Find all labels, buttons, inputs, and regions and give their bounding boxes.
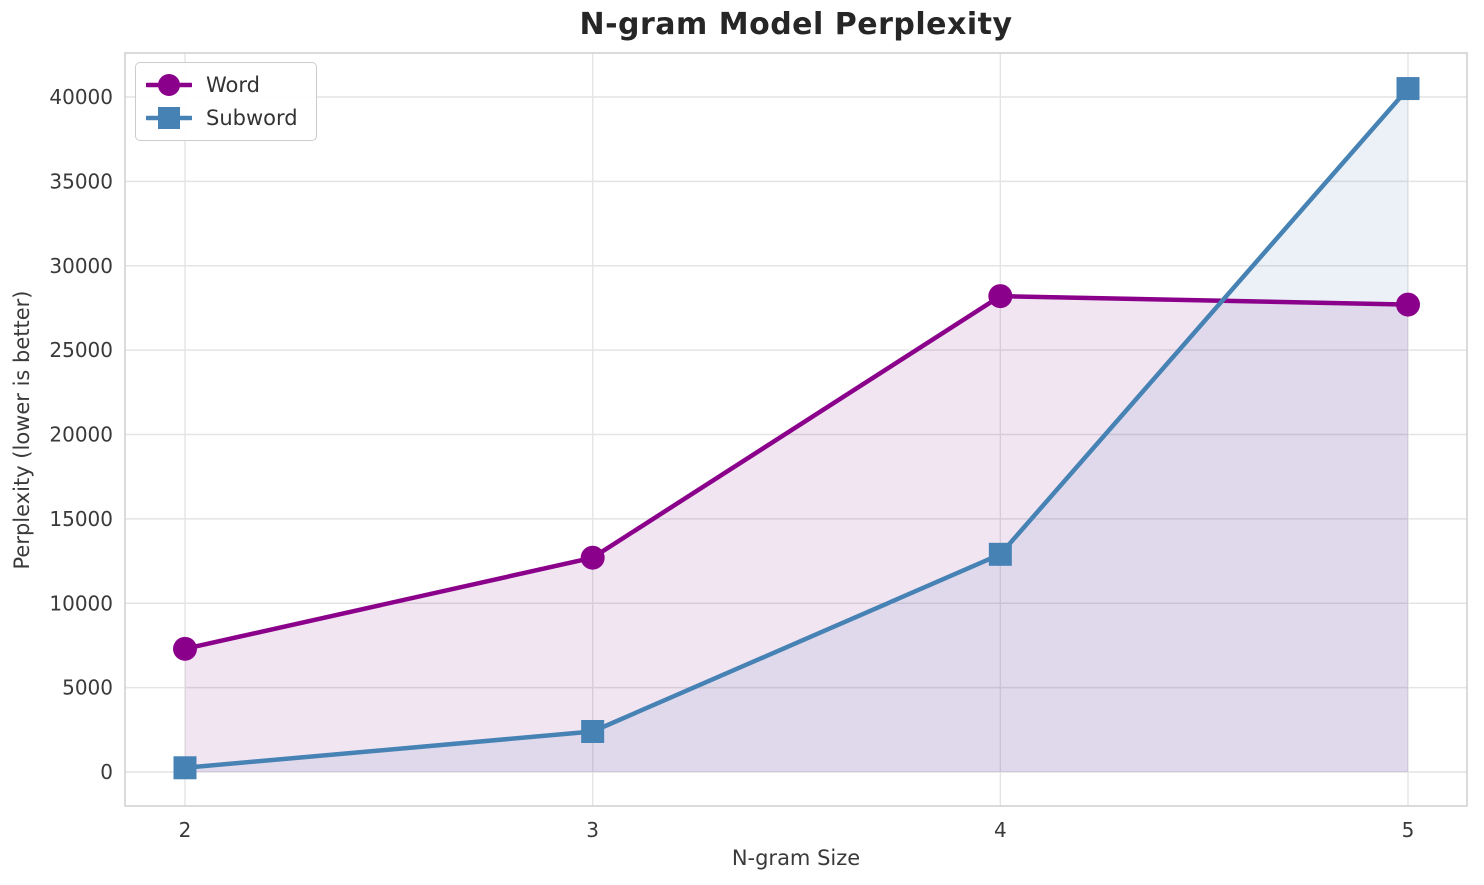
- marker-word: [580, 545, 605, 570]
- legend-label-word: Word: [206, 73, 260, 97]
- x-tick-label: 2: [179, 818, 192, 842]
- y-tick-label: 15000: [49, 507, 113, 531]
- x-tick-label: 4: [994, 818, 1007, 842]
- legend: Word Subword: [135, 62, 317, 141]
- marker-word: [1396, 292, 1420, 317]
- marker-subword: [988, 542, 1012, 566]
- y-tick-label: 20000: [49, 423, 113, 447]
- y-tick-label: 35000: [49, 169, 113, 193]
- legend-label-subword: Subword: [206, 106, 298, 130]
- y-tick-label: 40000: [49, 85, 113, 109]
- y-tick-label: 5000: [62, 676, 113, 700]
- y-axis-label: Perplexity (lower is better): [10, 290, 34, 570]
- legend-item-word: Word: [146, 72, 298, 98]
- area-subword: [185, 88, 1408, 772]
- marker-word: [173, 636, 197, 661]
- legend-item-subword: Subword: [146, 105, 298, 131]
- line-word: [182, 293, 1411, 652]
- area-word: [185, 296, 1408, 772]
- line-subword: [182, 86, 1411, 771]
- marker-subword: [581, 720, 605, 743]
- x-axis-label: N-gram Size: [731, 846, 861, 870]
- marker-subword: [173, 756, 197, 780]
- y-tick-label: 0: [100, 760, 113, 784]
- y-tick-label: 10000: [49, 591, 113, 615]
- marker-subword: [1396, 77, 1420, 101]
- y-tick-label: 25000: [49, 338, 113, 362]
- subword-line-marker-icon: [146, 107, 192, 129]
- x-tick-label: 3: [586, 818, 599, 842]
- x-tick-label: 5: [1402, 818, 1415, 842]
- marker-word: [988, 284, 1013, 309]
- chart-title: N-gram Model Perplexity: [579, 7, 1013, 42]
- plot-border: [124, 52, 1468, 807]
- y-tick-label: 30000: [49, 254, 113, 278]
- word-line-marker-icon: [146, 74, 192, 96]
